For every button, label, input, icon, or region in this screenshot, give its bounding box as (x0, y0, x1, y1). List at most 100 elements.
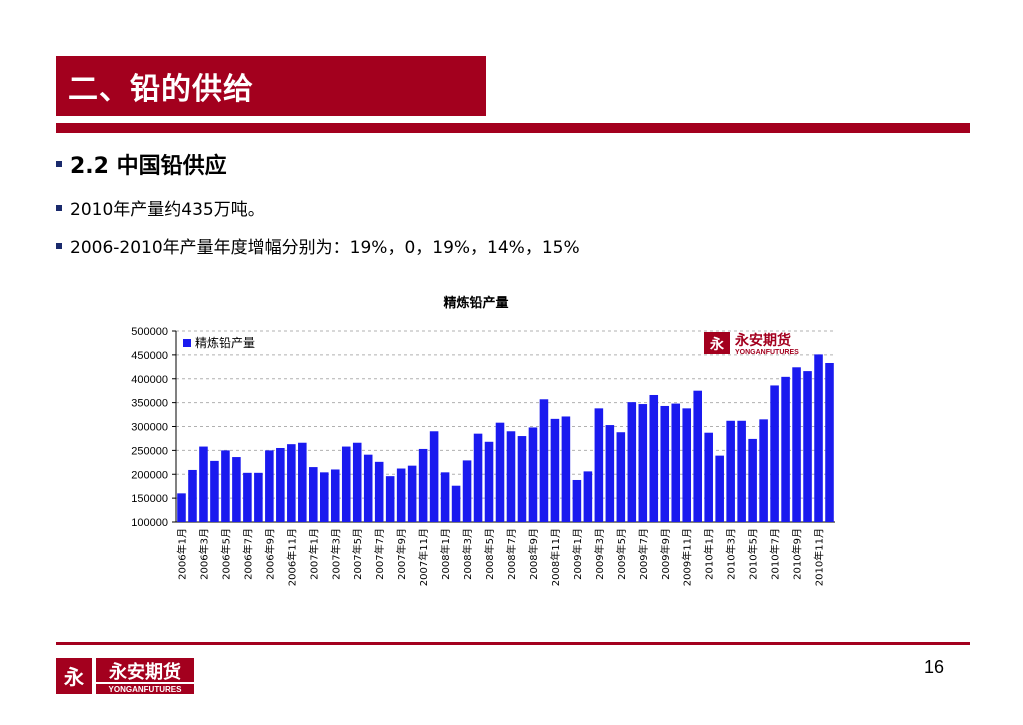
page-number: 16 (924, 657, 945, 677)
bar (341, 446, 351, 522)
bar (495, 422, 505, 522)
bar (748, 438, 757, 522)
x-tick-label: 2006年11月 (285, 528, 298, 586)
svg-text:永: 永 (63, 665, 84, 689)
bar (265, 450, 274, 522)
y-tick-label: 200000 (131, 469, 168, 481)
bar (627, 402, 637, 522)
bar (276, 447, 285, 522)
bar (319, 472, 329, 522)
bullet-text: 2006-2010年产量年度增幅分别为：19%，0，19%，14%，15% (70, 238, 580, 258)
bar (374, 461, 384, 522)
x-tick-label: 2010年11月 (813, 528, 826, 586)
bar (660, 405, 670, 522)
bar (199, 446, 208, 522)
bar (407, 465, 417, 522)
bar (254, 472, 263, 522)
bar (396, 468, 406, 522)
lead-production-chart: 精炼铅产量 100000 150000 200000 250000 300000 35000… (131, 295, 835, 586)
bar (473, 433, 483, 522)
x-tick-label: 2008年11月 (549, 528, 562, 586)
bar (429, 431, 439, 522)
legend-label: 精炼铅产量 (195, 335, 255, 350)
chart-title: 精炼铅产量 (443, 295, 508, 311)
bar (451, 485, 461, 522)
footer-logo-en: YONGANFUTURES (109, 685, 183, 694)
x-tick-label: 2008年1月 (439, 528, 452, 580)
bar (715, 455, 724, 522)
legend-swatch (183, 339, 191, 347)
x-tick-label: 2006年9月 (263, 528, 276, 580)
watermark-logo-mark: 永 (709, 336, 725, 353)
x-tick-label: 2009年3月 (593, 528, 606, 580)
section-title: 二、铅的供给 (68, 72, 254, 107)
x-tick-label: 2007年9月 (395, 528, 408, 580)
x-tick-label: 2007年3月 (329, 528, 342, 580)
x-tick-label: 2009年7月 (637, 528, 650, 580)
bar (363, 454, 373, 522)
bar (682, 408, 692, 522)
y-tick-label: 350000 (131, 398, 168, 410)
watermark-logo-en: YONGANFUTURES (735, 349, 799, 356)
bar (616, 432, 626, 522)
x-tick-label: 2007年11月 (417, 528, 430, 586)
bar (803, 371, 812, 522)
bar (330, 469, 340, 522)
x-tick-label: 2006年5月 (219, 528, 232, 580)
x-tick-label: 2008年3月 (461, 528, 474, 580)
bar (210, 460, 219, 522)
x-tick-label: 2008年9月 (527, 528, 540, 580)
footer-divider (56, 642, 970, 645)
bar (528, 427, 538, 522)
y-tick-label: 100000 (131, 517, 168, 529)
y-tick-label: 500000 (131, 326, 168, 338)
bar (440, 472, 450, 522)
x-tick-label: 2007年5月 (351, 528, 364, 580)
header-divider (56, 123, 970, 133)
bullet-text: 2010年产量约435万吨。 (70, 200, 265, 220)
bar (726, 420, 735, 522)
y-tick-label: 400000 (131, 374, 168, 386)
y-tick-label: 300000 (131, 422, 168, 434)
section-title-banner: 二、铅的供给 (56, 56, 486, 116)
x-tick-label: 2006年3月 (197, 528, 210, 580)
bar (221, 450, 230, 522)
bullet-square-icon (56, 161, 62, 167)
bar (550, 418, 560, 522)
watermark-logo-icon (704, 332, 730, 354)
bar (539, 399, 549, 522)
bar (352, 442, 362, 522)
bar (385, 476, 395, 522)
bullet-item: 2.2 中国铅供应 (56, 148, 227, 180)
y-tick-label: 450000 (131, 350, 168, 362)
bar (517, 436, 527, 522)
bar (506, 431, 516, 522)
x-tick-label: 2006年1月 (175, 528, 188, 580)
x-tick-label: 2009年5月 (615, 528, 628, 580)
bar (781, 376, 790, 522)
bar (770, 385, 779, 522)
bullet-square-icon (56, 204, 62, 211)
bar (309, 467, 318, 522)
bar (572, 479, 582, 522)
x-tick-label: 2010年1月 (703, 528, 716, 580)
bar (649, 394, 659, 522)
bar (298, 442, 307, 522)
bar (737, 420, 746, 522)
x-tick-label: 2009年9月 (659, 528, 672, 580)
bar (484, 441, 494, 522)
footer-logo-cn: 永安期货 (108, 661, 181, 683)
bar (418, 448, 428, 522)
x-tick-label: 2009年11月 (681, 528, 694, 586)
x-tick-label: 2007年7月 (373, 528, 386, 580)
y-tick-label: 250000 (131, 445, 168, 457)
bar (792, 367, 801, 522)
y-tick-label: 150000 (131, 493, 168, 505)
x-tick-label: 2010年3月 (725, 528, 738, 580)
x-tick-label: 2010年7月 (769, 528, 782, 580)
bar (287, 444, 296, 522)
watermark-logo-cn: 永安期货 (734, 332, 791, 349)
bar (561, 416, 571, 522)
bar (243, 472, 252, 522)
x-tick-label: 2006年7月 (241, 528, 254, 580)
